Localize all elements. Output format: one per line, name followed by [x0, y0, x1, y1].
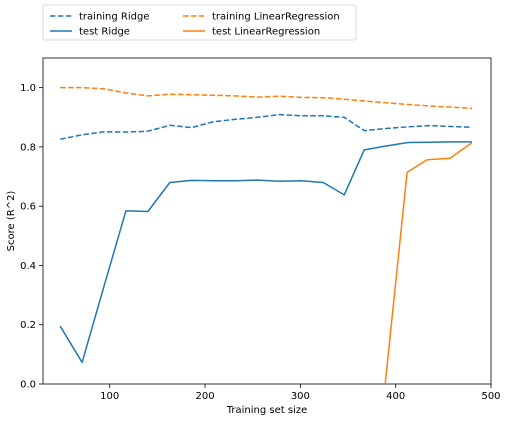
y-tick-label: 0.8 — [20, 142, 36, 153]
legend-label: training Ridge — [79, 12, 150, 23]
x-tick-label: 200 — [195, 391, 214, 402]
y-tick-label: 0.6 — [20, 202, 36, 213]
x-tick-label: 500 — [481, 391, 500, 402]
plot-frame — [42, 57, 492, 385]
series-line-training-ridge — [60, 113, 472, 140]
y-tick-label: 0.0 — [20, 380, 36, 391]
x-tick-label: 100 — [100, 391, 119, 402]
y-tick-label: 1.0 — [20, 83, 36, 94]
legend-label: training LinearRegression — [212, 12, 340, 23]
legend-label: test LinearRegression — [212, 27, 320, 38]
series-line-test-ridge — [59, 141, 472, 364]
y-tick-label: 0.2 — [20, 320, 36, 331]
x-tick-label: 400 — [386, 391, 405, 402]
series-line-test-linearregression — [384, 142, 473, 384]
x-tick-label: 300 — [291, 391, 310, 402]
y-axis: 0.0 0.2 0.4 0.6 0.8 1.0 — [20, 83, 43, 391]
series-line-training-linearregression — [60, 86, 472, 110]
legend: training Ridge test Ridge training LinearR… — [42, 4, 357, 41]
y-axis-label: Score (R^2) — [6, 191, 17, 252]
y-tick-label: 0.4 — [20, 261, 36, 272]
legend-label: test Ridge — [79, 27, 130, 38]
series-layer — [59, 86, 473, 384]
x-axis: 100 200 300 400 500 — [100, 384, 501, 402]
legend-frame — [42, 4, 357, 41]
x-axis-label: Training set size — [226, 405, 308, 416]
